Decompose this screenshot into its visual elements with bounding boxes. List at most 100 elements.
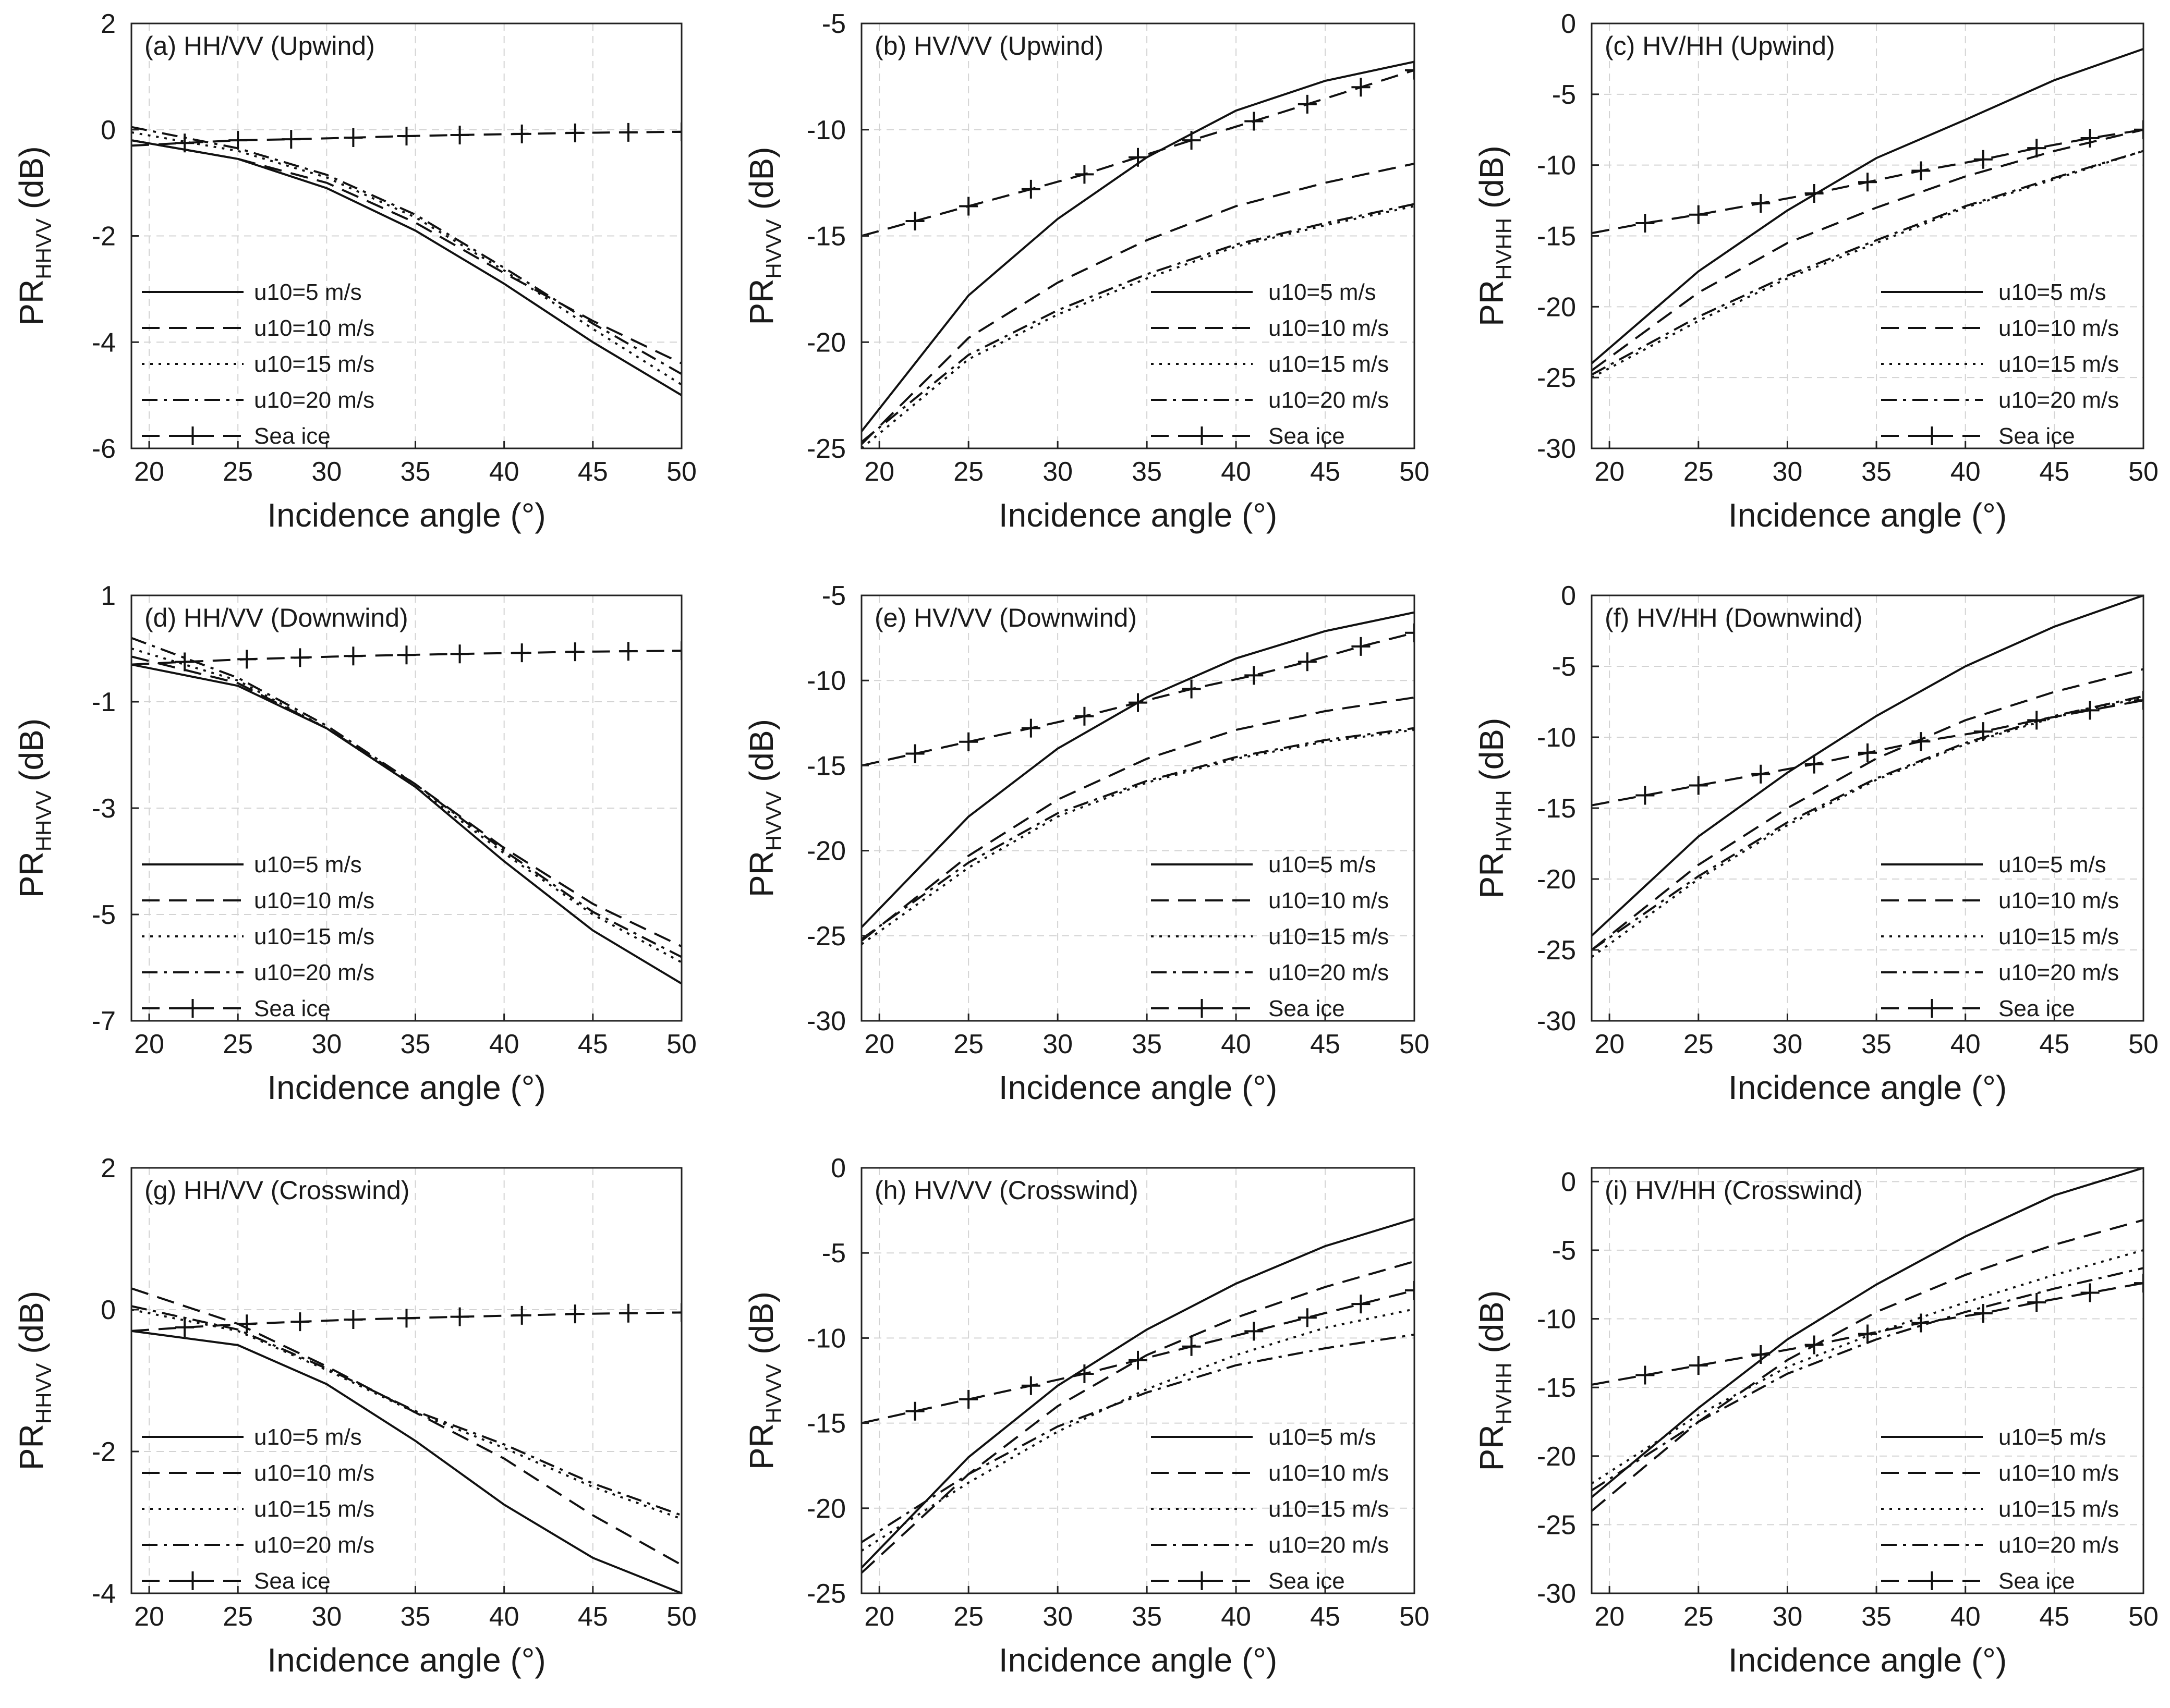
series-group	[131, 637, 682, 985]
series-line-dot	[1592, 696, 2143, 958]
panel-title: (d) HH/VV (Downwind)	[144, 603, 408, 632]
sea-ice-marker	[1973, 150, 1993, 169]
legend-label: u10=10 m/s	[254, 315, 374, 341]
x-tick-label: 35	[1861, 457, 1892, 487]
legend-label: u10=10 m/s	[1998, 315, 2119, 341]
sea-ice-marker	[1129, 1350, 1147, 1370]
sea-ice-marker	[512, 1306, 531, 1325]
x-tick-label: 20	[1594, 1029, 1625, 1059]
y-tick-label: -5	[92, 900, 116, 930]
series-line-dashdot	[1592, 150, 2143, 376]
x-tick-label: 40	[489, 1029, 519, 1059]
sea-ice-marker	[1075, 706, 1094, 726]
legend-label: u10=5 m/s	[1268, 279, 1376, 305]
x-tick-label: 30	[311, 1602, 342, 1632]
y-tick-label: -25	[807, 434, 846, 464]
panel-2: 20 25 30 35 40 45 50 -30 -25 -20 -15 -10 -5 0 (c) HV/H…	[1473, 9, 2159, 534]
legend-label: u10=20 m/s	[1268, 387, 1389, 413]
x-tick-label: 30	[1772, 1602, 1802, 1632]
panel-title: (i) HV/HH (Crosswind)	[1605, 1176, 1862, 1205]
x-tick-label: 25	[223, 1602, 253, 1632]
y-tick-label: -5	[822, 9, 846, 39]
y-tick-label: -30	[807, 1006, 846, 1036]
legend-plus-marker	[1192, 1571, 1211, 1590]
sea-ice-marker	[905, 1401, 925, 1421]
x-tick-label: 35	[1132, 1602, 1162, 1632]
legend-label: u10=15 m/s	[1268, 351, 1389, 377]
panel-3: 20 25 30 35 40 45 50 -7 -5 -3 -1 1 (d) HH/VV (Downwi…	[13, 581, 697, 1106]
legend-plus-marker	[183, 1571, 202, 1590]
legend-plus-marker	[183, 999, 202, 1018]
sea-ice-marker	[672, 122, 682, 141]
y-tick-label: -10	[807, 115, 846, 145]
x-axis-label: Incidence angle (°)	[1728, 1069, 2007, 1106]
sea-ice-marker	[1804, 184, 1824, 203]
sea-ice-marker	[450, 125, 469, 144]
series-line-dash	[1592, 128, 2143, 372]
panel-4: 20 25 30 35 40 45 50 -30 -25 -20 -15 -10 -5 (e) HV/VV…	[743, 581, 1429, 1106]
legend-label: Sea ice	[1268, 1568, 1345, 1594]
x-tick-label: 45	[2039, 457, 2069, 487]
y-tick-label: -20	[807, 836, 846, 867]
x-tick-label: 45	[2039, 1029, 2069, 1059]
y-tick-label: -5	[1552, 652, 1576, 682]
y-tick-label: -25	[1537, 363, 1576, 393]
y-tick-label: -25	[1537, 1510, 1576, 1540]
x-axis-label: Incidence angle (°)	[267, 1069, 545, 1106]
x-tick-label: 50	[1399, 1029, 1429, 1059]
legend-label: u10=10 m/s	[1268, 1460, 1389, 1486]
series-group	[1592, 595, 2143, 958]
legend: u10=5 m/s u10=10 m/s u10=15 m/s u10=20 m/s S…	[1881, 279, 2119, 449]
legend-label: Sea ice	[254, 996, 331, 1021]
x-tick-label: 50	[2128, 1029, 2159, 1059]
series-group	[131, 1287, 682, 1593]
x-tick-label: 50	[666, 1602, 697, 1632]
y-tick-label: -25	[1537, 935, 1576, 966]
x-axis-label: Incidence angle (°)	[999, 496, 1277, 534]
y-tick-label: -7	[92, 1006, 116, 1036]
y-tick-label: -2	[92, 1437, 116, 1467]
x-tick-label: 20	[864, 457, 894, 487]
legend-label: Sea ice	[1268, 996, 1345, 1021]
x-tick-label: 50	[666, 457, 697, 487]
y-tick-label: 0	[101, 115, 116, 145]
series-group	[1592, 48, 2143, 379]
series-group	[862, 1217, 1414, 1574]
sea-ice-marker	[1911, 161, 1931, 180]
sea-ice-marker	[450, 644, 469, 664]
sea-ice-marker	[1689, 776, 1708, 795]
legend-label: Sea ice	[1998, 996, 2075, 1021]
x-tick-label: 45	[578, 457, 608, 487]
sea-ice-marker	[397, 645, 416, 665]
x-tick-label: 25	[223, 1029, 253, 1059]
legend-label: u10=20 m/s	[1998, 1532, 2119, 1558]
x-tick-label: 40	[1221, 1602, 1251, 1632]
legend-label: u10=5 m/s	[254, 1424, 362, 1450]
sea-ice-marker	[1182, 131, 1201, 150]
sea-ice-marker	[672, 1303, 682, 1322]
legend-label: u10=5 m/s	[1998, 279, 2106, 305]
legend-label: u10=10 m/s	[1998, 888, 2119, 913]
sea-ice-marker	[1858, 743, 1877, 762]
panel-title: (e) HV/VV (Downwind)	[875, 603, 1137, 632]
series-line-solid	[862, 1217, 1414, 1569]
series-line-dash	[131, 1287, 682, 1566]
sea-ice-marker	[1973, 722, 1993, 741]
sea-ice-marker	[1405, 60, 1414, 80]
y-axis-label: PRHVHH (dB)	[1473, 145, 1516, 326]
series-line-dashdot	[862, 727, 1414, 940]
panel-title: (f) HV/HH (Downwind)	[1605, 603, 1863, 632]
y-tick-label: -10	[807, 1323, 846, 1353]
sea-ice-marker	[2134, 691, 2143, 710]
sea-ice-marker	[282, 130, 301, 149]
panel-0: 20 25 30 35 40 45 50 -6 -4 -2 0 2 (a) HH/VV (Upwind)…	[13, 9, 697, 534]
y-tick-label: -15	[807, 1409, 846, 1439]
axes-frame	[860, 594, 1415, 1022]
y-tick-label: -20	[807, 1494, 846, 1524]
legend-label: Sea ice	[1998, 423, 2075, 449]
x-tick-label: 50	[1399, 1602, 1429, 1632]
y-tick-label: 0	[831, 1153, 846, 1184]
legend: u10=5 m/s u10=10 m/s u10=15 m/s u10=20 m/s S…	[1881, 1424, 2119, 1594]
x-tick-label: 50	[666, 1029, 697, 1059]
legend-plus-marker	[1922, 999, 1942, 1018]
